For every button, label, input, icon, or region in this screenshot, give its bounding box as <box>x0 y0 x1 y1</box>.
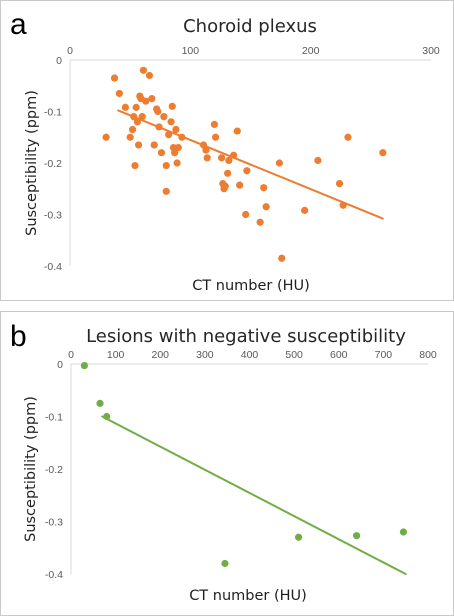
chart-b-trendline <box>101 415 407 575</box>
chart-b-x-tick-label: 400 <box>241 349 259 361</box>
chart-a-data-point <box>115 89 123 98</box>
chart-a-data-point <box>260 184 268 192</box>
chart-a-data-point <box>131 161 139 170</box>
chart-a-data-point <box>162 161 170 170</box>
chart-b-x-tick-label: 700 <box>375 349 393 361</box>
chart-a-data-point <box>150 141 158 149</box>
chart-a-data-point <box>301 206 309 214</box>
chart-a-data-point <box>243 167 251 175</box>
chart-a-x-tick-label: 0 <box>67 45 73 57</box>
chart-a-data-point <box>178 133 186 141</box>
chart-a-x-tick-label: 300 <box>422 45 440 57</box>
chart-a-data-point <box>154 107 162 116</box>
chart-a-data-point <box>335 180 344 188</box>
chart-a-data-point <box>102 133 110 141</box>
chart-a-data-point <box>142 97 150 105</box>
chart-a-data-point <box>172 125 180 134</box>
chart-a-data-point <box>262 203 270 211</box>
chart-a-data-point <box>132 103 140 111</box>
chart-a-data-point <box>344 133 352 141</box>
chart-a-data-point <box>160 113 168 121</box>
chart-a-data-point <box>174 143 182 152</box>
panel-label-a: a <box>10 8 27 41</box>
chart-a-data-point <box>110 74 119 82</box>
chart-b-x-tick-label: 300 <box>196 349 214 361</box>
chart-a-data-point <box>167 118 175 126</box>
panel-label-b: b <box>10 320 27 353</box>
chart-a-data-point <box>236 181 244 189</box>
chart-b-data-point <box>103 412 111 421</box>
chart-a-data-point <box>224 169 232 177</box>
chart-b-x-tick-label: 100 <box>107 349 125 361</box>
chart-a-data-point <box>202 146 210 154</box>
chart-a-data-point <box>157 149 166 157</box>
chart-a-data-point <box>134 141 143 149</box>
chart-a-data-point <box>155 123 163 131</box>
chart-a-y-tick-label: -0.2 <box>44 158 62 170</box>
chart-a-data-point <box>278 254 286 262</box>
chart-a-data-point <box>162 187 170 195</box>
chart-b-y-tick-label: -0.4 <box>45 569 63 581</box>
chart-a-y-axis-title: Susceptibility (ppm) <box>24 90 40 236</box>
chart-b-data-point <box>80 361 88 370</box>
chart-a-title: Choroid plexus <box>183 16 317 37</box>
chart-a-data-point <box>275 159 283 167</box>
chart-a-y-tick-label: -0.3 <box>44 210 62 222</box>
chart-a-data-point <box>145 71 154 80</box>
chart-b-y-tick-label: -0.2 <box>45 464 63 476</box>
chart-a-data-point <box>203 154 211 162</box>
chart-b-y-tick-label: -0.3 <box>45 517 63 529</box>
chart-a-data-point <box>130 113 138 121</box>
chart-a-y-tick-label: -0.1 <box>44 107 62 119</box>
chart-b-x-tick-label: 800 <box>419 349 437 361</box>
chart-a-data-point <box>230 151 238 159</box>
chart-a-y-tick-label: 0 <box>56 55 62 67</box>
chart-a-x-tick-label: 200 <box>302 45 320 57</box>
chart-b: b Lesions with negative susceptibility 0… <box>10 320 437 604</box>
chart-a-data-point <box>339 201 347 209</box>
chart-b-y-axis-title: Susceptibility (ppm) <box>23 396 39 542</box>
chart-a-data-point <box>379 149 387 157</box>
chart-a-data-point <box>121 103 129 111</box>
chart-b-x-tick-label: 0 <box>68 349 74 361</box>
chart-b-x-axis-title: CT number (HU) <box>189 588 307 604</box>
chart-a-data-point <box>242 210 250 219</box>
chart-a: a Choroid plexus 0 100 200 300 0 -0.1 -0.2 -0.… <box>10 8 440 294</box>
chart-a-data-point <box>148 95 156 103</box>
chart-b-data-point <box>96 399 104 407</box>
chart-a-data-point <box>128 125 137 134</box>
chart-a-data-point <box>212 133 220 141</box>
chart-a-data-point <box>314 156 322 165</box>
chart-b-data-point <box>294 533 303 541</box>
chart-a-data-point <box>138 113 146 121</box>
chart-a-y-tick-label: -0.4 <box>44 261 62 273</box>
chart-a-data-point <box>165 131 173 139</box>
chart-a-x-tick-label: 100 <box>182 45 200 57</box>
chart-b-x-tick-label: 600 <box>330 349 348 361</box>
chart-a-data-point <box>256 218 264 226</box>
chart-b-title: Lesions with negative susceptibility <box>86 326 406 347</box>
chart-b-x-tick-label: 200 <box>151 349 169 361</box>
chart-b-y-tick-label: -0.1 <box>45 412 63 424</box>
chart-a-data-point <box>126 133 134 141</box>
chart-a-data-point <box>221 182 229 190</box>
chart-a-data-point <box>139 66 148 74</box>
chart-a-data-point <box>218 154 226 162</box>
chart-a-data-point <box>210 120 218 128</box>
chart-a-data-point <box>133 118 141 126</box>
chart-b-x-tick-label: 500 <box>285 349 303 361</box>
chart-b-data-point <box>353 532 361 540</box>
chart-a-data-point <box>225 156 233 165</box>
chart-a-data-point <box>168 102 176 110</box>
chart-a-data-point <box>233 127 241 135</box>
chart-b-data-point <box>399 528 408 536</box>
chart-a-data-point <box>171 149 179 157</box>
chart-a-data-point <box>173 159 181 167</box>
chart-b-data-point <box>221 559 229 568</box>
chart-b-y-tick-label: 0 <box>57 359 63 371</box>
chart-a-x-axis-title: CT number (HU) <box>192 278 310 294</box>
